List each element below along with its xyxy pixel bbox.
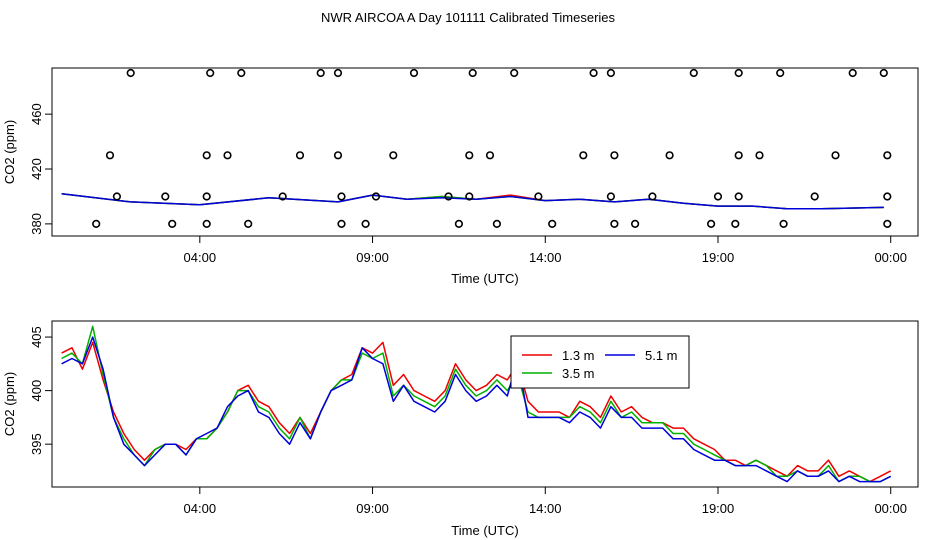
bottom-x-tick-label-2: 14:00 [529,501,562,516]
bottom-x-tick-label-1: 09:00 [356,501,389,516]
top-panel: 04:00 09:00 14:00 19:00 00:00 380 420 460 Time … [2,67,919,286]
bottom-x-tick-label-3: 19:00 [702,501,735,516]
scatter-point [202,219,211,228]
bottom-x-tick-label-0: 04:00 [184,501,217,516]
scatter-point [883,219,892,228]
bottom-y-tick-label-0: 395 [29,433,44,455]
scatter-point [202,192,211,201]
scatter-point [223,151,232,160]
scatter-point [444,192,453,201]
scatter-point [112,192,121,201]
top-x-tick-label-3: 19:00 [702,250,735,265]
scatter-point [126,68,135,78]
top-y-tick-label-0: 380 [29,213,44,235]
scatter-point [879,68,888,78]
scatter-point [579,151,588,160]
top-plot-frame [51,67,919,237]
scatter-point [337,219,346,228]
scatter-point [202,151,211,160]
top-plot-marks [61,68,892,228]
scatter-point [848,68,857,78]
bottom-y-axis-label: CO2 (ppm) [2,372,17,436]
scatter-point [883,192,892,201]
top-x-axis-label: Time (UTC) [451,271,518,286]
scatter-point [244,219,253,228]
legend-label-5-1m: 5.1 m [645,348,678,363]
bottom-x-tick-label-4: 00:00 [874,501,907,516]
scatter-point [371,192,381,201]
scatter-point [755,151,764,160]
scatter-point [731,219,740,228]
scatter-point [333,151,343,160]
scatter-point [648,192,657,201]
scatter-point [734,192,743,201]
top-x-tick-label-2: 14:00 [529,250,562,265]
scatter-point [689,68,698,78]
top-x-tick-label-4: 00:00 [874,250,907,265]
chart-title: NWR AIRCOA A Day 101111 Calibrated Times… [321,10,616,25]
scatter-point [361,219,370,228]
scatter-point [548,219,557,228]
scatter-point [510,68,519,78]
scatter-point [534,192,543,201]
scatter-point [713,192,723,201]
scatter-point [779,219,788,228]
scatter-point [630,219,640,228]
scatter-point [389,151,398,160]
scatter-point [237,68,246,78]
scatter-point [105,151,115,160]
bottom-series-line-3-5-m [61,325,892,483]
scatter-point [278,192,287,201]
legend-label-3-5m: 3.5 m [562,366,595,381]
scatter-point [333,68,343,78]
top-x-tick-label-0: 04:00 [184,250,217,265]
bottom-x-axis-label: Time (UTC) [451,523,518,538]
top-x-tick-label-1: 09:00 [356,250,389,265]
scatter-point [810,192,819,201]
bottom-series-line-1-3-m [61,341,892,483]
scatter-point [465,151,474,160]
scatter-point [337,192,346,201]
scatter-point [883,151,892,160]
scatter-point [454,219,464,228]
legend: 1.3 m 3.5 m 5.1 m [510,335,690,389]
scatter-point [665,151,674,160]
top-y-tick-label-1: 420 [29,158,44,180]
legend-box [510,335,690,389]
scatter-point [465,192,474,201]
scatter-point [606,68,616,78]
scatter-point [492,219,502,228]
scatter-point [589,68,598,78]
scatter-point [92,219,101,228]
bottom-y-tick-label-1: 400 [29,380,44,402]
scatter-point [468,68,477,78]
scatter-point [610,151,619,160]
bottom-y-tick-label-2: 405 [29,326,44,348]
scatter-point [734,151,743,160]
bottom-plot-axes: 04:00 09:00 14:00 19:00 00:00 395 400 405 [29,326,907,516]
scatter-point [295,151,305,160]
scatter-point [161,192,170,201]
bottom-plot-frame [51,320,919,488]
top-y-axis-label: CO2 (ppm) [2,120,17,184]
scatter-point [776,68,785,78]
bottom-plot-marks [61,325,892,483]
scatter-point [168,219,177,228]
bottom-panel: 04:00 09:00 14:00 19:00 00:00 395 400 405 Time … [2,320,919,538]
scatter-point [734,68,743,78]
scatter-point [606,192,616,201]
scatter-point [706,219,716,228]
top-plot-axes: 04:00 09:00 14:00 19:00 00:00 380 420 460 [29,103,907,265]
bottom-series-line-5-1-m [61,336,892,483]
scatter-point [485,151,495,160]
scatter-point [206,68,215,78]
legend-label-1-3m: 1.3 m [562,348,595,363]
scatter-point [831,151,840,160]
top-y-tick-label-2: 460 [29,103,44,125]
scatter-point [316,68,325,78]
scatter-point [610,219,619,228]
scatter-point [409,68,419,78]
